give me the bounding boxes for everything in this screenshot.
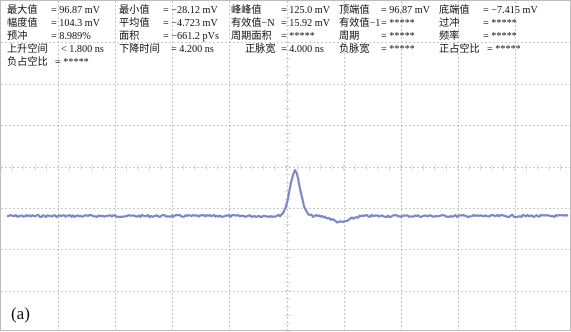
meas-pkpk-value: = 125.0 mV [281, 5, 331, 16]
meas-mean-value: = −4.723 mV [163, 18, 218, 29]
meas-pos-duty-label: 正占空比 [439, 44, 480, 55]
meas-rms-1-value: = ***** [381, 18, 415, 29]
meas-neg-width-label: 负脉宽 [339, 44, 370, 55]
meas-rms-n-value: = 15.92 mV [281, 18, 331, 29]
meas-overshoot-label: 过冲 [439, 18, 460, 29]
meas-fall-value: = 4.200 ns [171, 44, 214, 55]
meas-cycle-area-label: 周期面积 [231, 31, 272, 42]
meas-overshoot-value: = ***** [483, 18, 517, 29]
meas-preshoot-label: 预冲 [7, 31, 28, 42]
meas-max-value: = 96.87 mV [51, 5, 101, 16]
panel-label: (a) [11, 304, 30, 323]
meas-top-label: 顶端值 [339, 5, 370, 16]
meas-pos-duty-value: = ***** [487, 44, 521, 55]
meas-period-value: = ***** [381, 31, 415, 42]
meas-base-label: 底端值 [439, 5, 470, 16]
meas-base-value: = −7.415 mV [483, 5, 538, 16]
meas-min-value: = −28.12 mV [163, 5, 218, 16]
meas-rise-value: < 1.800 ns [61, 44, 104, 55]
meas-cycle-area-value: = ***** [281, 31, 315, 42]
meas-rms-n-label: 有效值−N [231, 18, 275, 29]
meas-top-value: = 96.87 mV [381, 5, 431, 16]
meas-pos-width-label: 正脉宽 [245, 44, 276, 55]
meas-period-label: 周期 [339, 31, 360, 42]
meas-neg-duty-value: = ***** [55, 57, 89, 68]
signal-trace [6, 169, 569, 224]
meas-max-label: 最大值 [7, 5, 38, 16]
meas-pos-width-value: = 4.000 ns [281, 44, 324, 55]
meas-pkpk-label: 峰峰值 [231, 5, 262, 16]
meas-preshoot-value: = 8.989% [51, 31, 91, 42]
meas-mean-label: 平均值 [119, 18, 150, 29]
meas-neg-width-value: = ***** [381, 44, 415, 55]
meas-min-label: 最小值 [119, 5, 150, 16]
meas-neg-duty-label: 负占空比 [7, 57, 48, 68]
meas-area-value: = −661.2 pVs [163, 31, 219, 42]
meas-rise-label: 上升空间 [7, 44, 48, 55]
meas-area-label: 面积 [119, 31, 140, 42]
meas-rms-1-label: 有效值−1 [339, 18, 381, 29]
meas-fall-label: 下降时间 [119, 44, 160, 55]
meas-amplitude-label: 幅度值 [7, 18, 38, 29]
meas-amplitude-value: = 104.3 mV [51, 18, 101, 29]
meas-frequency-value: = ***** [483, 31, 517, 42]
measurement-panel: 最大值 = 96.87 mV 最小值 = −28.12 mV 峰峰值 = 125… [1, 1, 571, 71]
meas-frequency-label: 频率 [439, 31, 460, 42]
